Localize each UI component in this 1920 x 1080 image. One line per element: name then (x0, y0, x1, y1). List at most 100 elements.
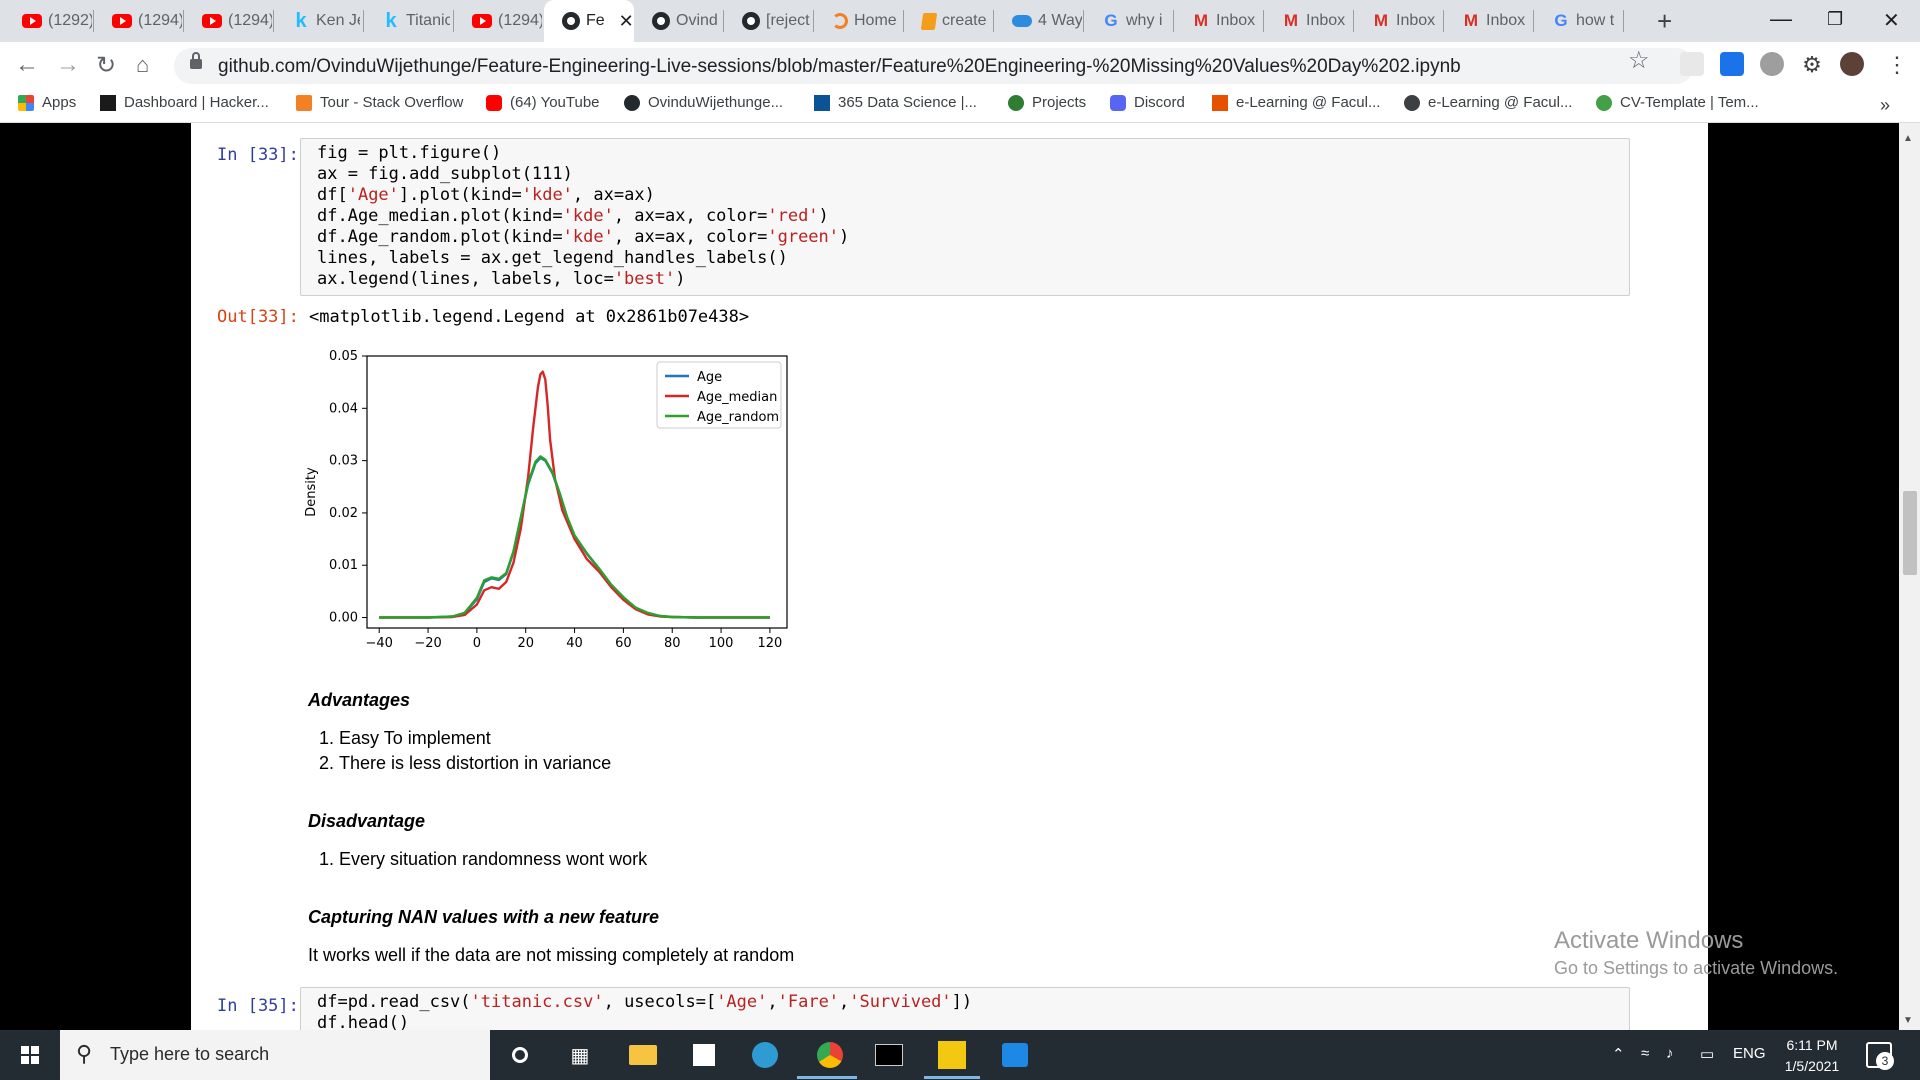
tab-separator (363, 10, 364, 32)
code-block: df=pd.read_csv('titanic.csv', usecols=['… (317, 992, 973, 1033)
cortana-icon[interactable] (505, 1041, 535, 1069)
chrome-icon[interactable] (815, 1041, 845, 1069)
start-button[interactable] (0, 1030, 60, 1080)
battery-icon[interactable]: ▭ (1700, 1046, 1715, 1063)
browser-tab[interactable]: (1292) (4, 0, 94, 42)
bookmark-item[interactable]: 365 Data Science |... (814, 94, 977, 111)
clock[interactable]: 6:11 PM 1/5/2021 (1784, 1035, 1840, 1077)
new-tab-button[interactable]: + (1657, 6, 1673, 36)
youtube-icon (22, 14, 42, 28)
bookmark-item[interactable]: Dashboard | Hacker... (100, 94, 269, 111)
terminal-icon[interactable] (874, 1041, 904, 1069)
bookmark-item[interactable]: OvinduWijethunge... (624, 94, 783, 111)
kaggle-icon: k (295, 9, 307, 32)
browser-tab[interactable]: M Inbox (1264, 0, 1354, 42)
browser-tab[interactable]: (1294) (184, 0, 274, 42)
code-cell[interactable]: fig = plt.figure() ax = fig.add_subplot(… (300, 138, 1630, 296)
tab-separator (993, 10, 994, 32)
browser-tab[interactable]: M Inbox (1174, 0, 1264, 42)
browser-tab[interactable]: k Ken Je (274, 0, 364, 42)
y-tick-label: 0.05 (329, 349, 358, 364)
tab-separator (1263, 10, 1264, 32)
browser-tab[interactable]: (1294) (94, 0, 184, 42)
kaggle-icon: k (385, 9, 397, 32)
quick-assist-icon[interactable] (1000, 1041, 1030, 1069)
bookmark-item[interactable]: e-Learning @ Facul... (1404, 94, 1572, 111)
list-item: Easy To implement (339, 726, 611, 751)
back-button[interactable]: ← (15, 51, 39, 78)
browser-tab[interactable]: [reject (724, 0, 814, 42)
bookmark-item[interactable]: Apps (18, 94, 76, 111)
bookmark-label: 365 Data Science |... (838, 94, 977, 111)
browser-tab[interactable]: create (904, 0, 994, 42)
close-tab-icon[interactable]: ✕ (618, 10, 634, 31)
reload-button[interactable]: ↻ (96, 52, 117, 79)
forward-button[interactable]: → (56, 51, 80, 78)
bookmark-item[interactable]: e-Learning @ Facul... (1212, 94, 1380, 111)
google-icon: G (1554, 11, 1568, 30)
scrollbar-thumb[interactable] (1903, 491, 1917, 575)
tab-title: why i (1126, 12, 1163, 29)
page-scrollbar[interactable] (1899, 123, 1920, 1030)
scroll-up-arrow-icon[interactable]: ▲ (1903, 133, 1913, 144)
bookmark-label: Projects (1032, 94, 1087, 111)
bookmark-label: Apps (42, 94, 77, 111)
bookmark-item[interactable]: (64) YouTube (486, 94, 600, 111)
browser-tab[interactable]: 4 Way (994, 0, 1084, 42)
scroll-down-arrow-icon[interactable]: ▼ (1903, 1015, 1913, 1026)
browser-tab[interactable]: M Inbox (1444, 0, 1534, 42)
address-bar[interactable]: github.com/OvinduWijethunge/Feature-Engi… (174, 48, 1694, 84)
extensions-puzzle-icon[interactable]: ⚙ (1802, 52, 1822, 77)
taskbar-search-box[interactable]: ⚲ Type here to search (60, 1030, 490, 1080)
volume-icon[interactable]: ♪ (1666, 1045, 1674, 1062)
bookmark-item[interactable]: CV-Template | Tem... (1596, 94, 1759, 111)
wifi-icon[interactable]: ≈ (1641, 1045, 1650, 1062)
browser-tab[interactable]: Ovind (634, 0, 724, 42)
y-tick-label: 0.00 (329, 611, 358, 626)
minimize-icon[interactable]: — (1770, 6, 1792, 31)
activate-windows-title: Activate Windows (1554, 927, 1744, 954)
browser-tab[interactable]: Fe ✕ (544, 0, 634, 42)
browser-tab[interactable]: k Titanic (364, 0, 454, 42)
extension-icon[interactable] (1680, 52, 1704, 76)
tab-title: Inbox (1396, 12, 1436, 29)
close-window-icon[interactable]: ✕ (1883, 10, 1900, 32)
menu-kebab-icon[interactable]: ⋮ (1886, 52, 1908, 77)
search-icon: ⚲ (76, 1041, 93, 1066)
tab-title: (1292) (48, 12, 92, 29)
translate-extension-icon[interactable] (1720, 52, 1744, 76)
cv-icon (1596, 94, 1612, 111)
bookmark-star-icon[interactable]: ☆ (1628, 47, 1650, 74)
microsoft-store-icon[interactable] (689, 1041, 719, 1069)
task-view-icon[interactable]: ▦ (570, 1044, 590, 1067)
github-icon (742, 12, 760, 30)
edge-icon[interactable] (750, 1041, 780, 1069)
show-hidden-icons-chevron-icon[interactable]: ⌃ (1612, 1046, 1625, 1063)
bookmark-label: e-Learning @ Facul... (1428, 94, 1573, 111)
tab-title: Home (854, 12, 897, 29)
github-icon (624, 94, 640, 111)
profile-avatar[interactable] (1840, 52, 1864, 76)
browser-tab[interactable]: Home (814, 0, 904, 42)
browser-tab[interactable]: (1294) (454, 0, 544, 42)
bookmark-item[interactable]: Discord (1110, 94, 1185, 111)
power-bi-icon[interactable] (937, 1041, 967, 1069)
windows-logo-icon (21, 1046, 39, 1064)
file-explorer-icon[interactable] (628, 1041, 658, 1069)
notebook-column: In [33]: fig = plt.figure() ax = fig.add… (191, 123, 1838, 1047)
bookmark-item[interactable]: Projects (1008, 94, 1086, 111)
url-text[interactable]: github.com/OvinduWijethunge/Feature-Engi… (218, 56, 1461, 77)
extension-icon[interactable] (1760, 52, 1784, 76)
gmail-icon: M (1283, 11, 1299, 30)
language-indicator[interactable]: ENG (1733, 1045, 1766, 1062)
github-icon (652, 12, 670, 30)
apps-grid-icon (18, 94, 34, 111)
bookmark-item[interactable]: Tour - Stack Overflow (296, 94, 463, 111)
browser-tab[interactable]: M Inbox (1354, 0, 1444, 42)
restore-icon[interactable]: ❐ (1827, 9, 1844, 29)
bookmarks-overflow-button[interactable]: » (1880, 95, 1891, 115)
home-button[interactable]: ⌂ (136, 52, 150, 77)
tab-separator (1533, 10, 1534, 32)
